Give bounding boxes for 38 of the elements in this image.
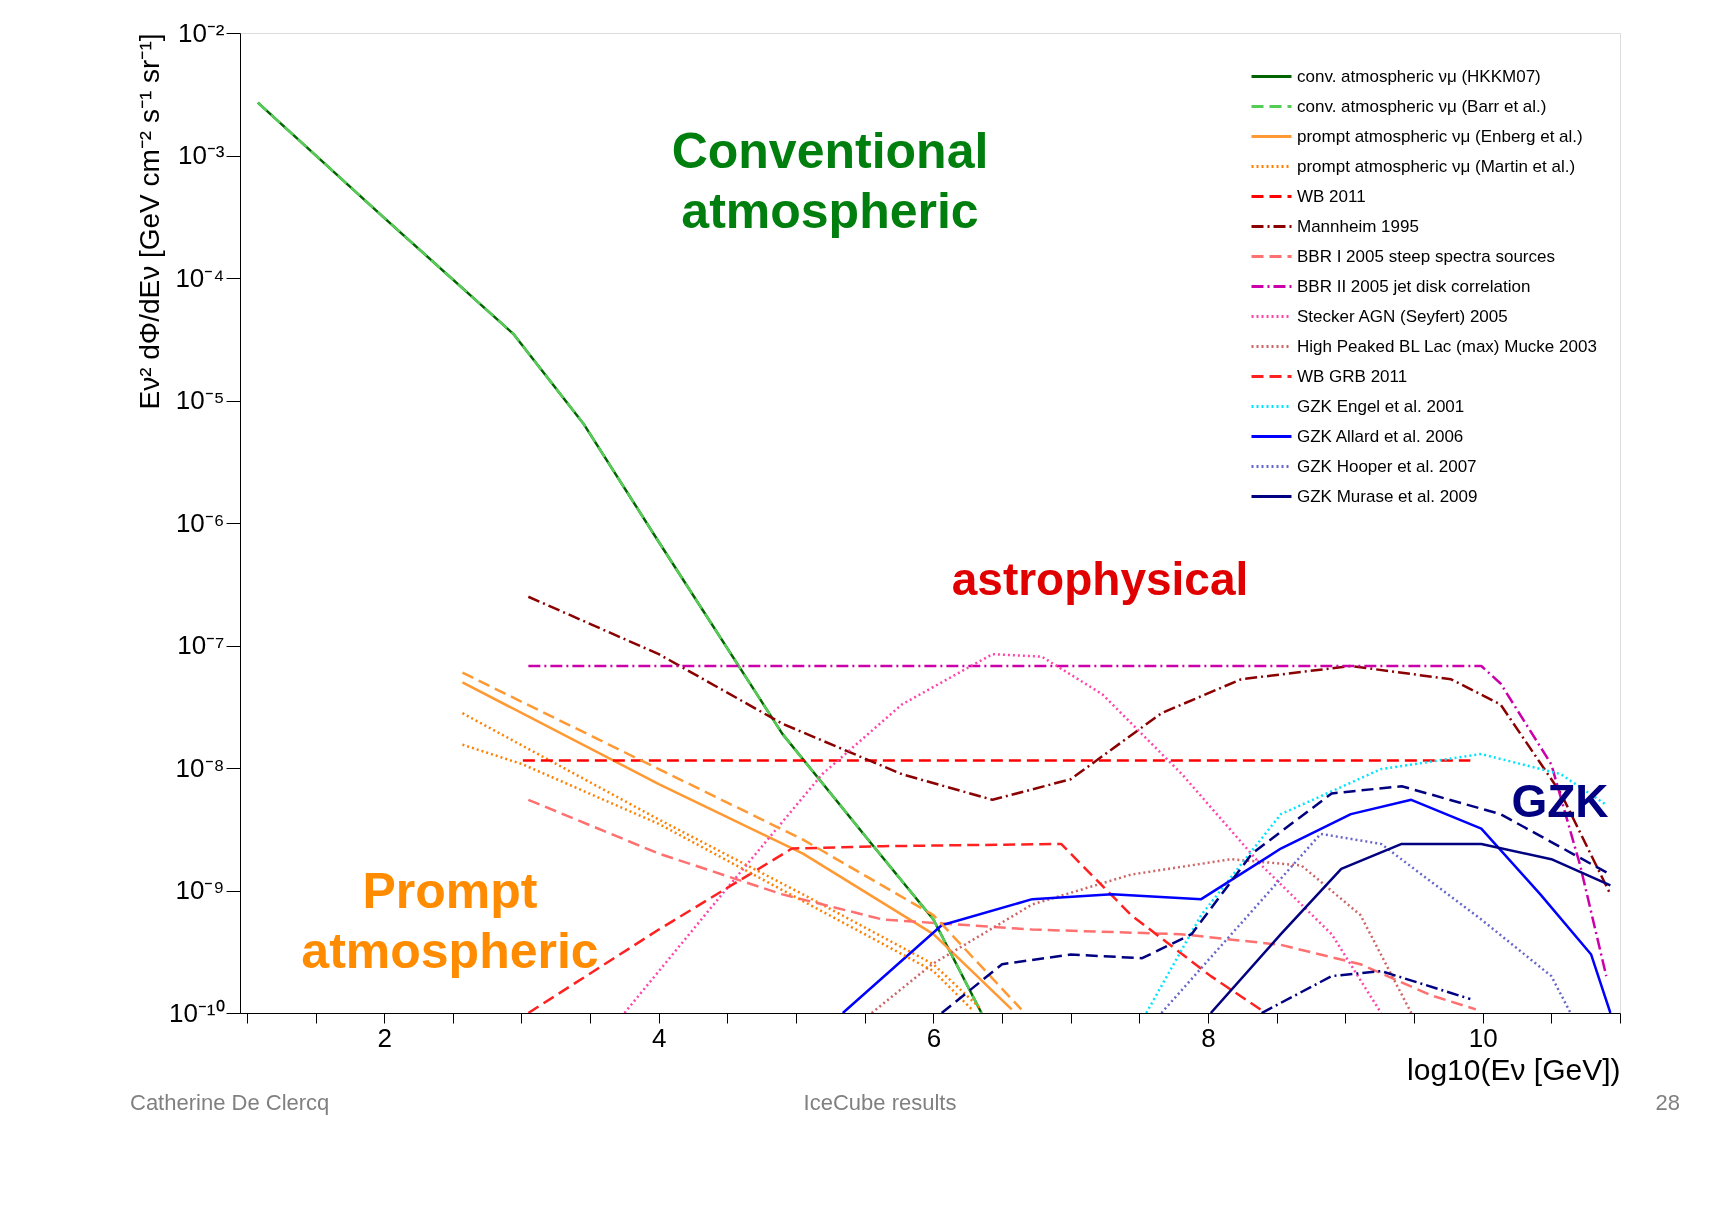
annotation: Conventional atmospheric	[671, 123, 989, 239]
text: IceCube results	[803, 1090, 957, 1115]
legend-label: Mannheim 1995	[1297, 216, 1419, 236]
legend-label: prompt atmospheric νμ (Martin et al.)	[1297, 156, 1576, 176]
legend-label: conv. atmospheric νμ (Barr et al.)	[1297, 96, 1547, 116]
legend-label: prompt atmospheric νμ (Enberg et al.)	[1297, 126, 1583, 146]
legend-label: WB GRB 2011	[1297, 366, 1408, 386]
y-tick-label: 10⁻²	[177, 17, 225, 48]
text: 28	[1655, 1090, 1680, 1115]
y-tick-label: 10⁻¹⁰	[168, 997, 225, 1028]
legend-label: BBR I 2005 steep spectra sources	[1297, 246, 1555, 266]
annotation: Prompt atmospheric	[301, 863, 599, 979]
x-tick-label: 8	[1201, 1022, 1216, 1053]
x-tick-label: 10	[1468, 1022, 1498, 1053]
y-tick-label: 10⁻³	[177, 140, 225, 170]
legend-label: GZK Allard et al. 2006	[1297, 426, 1464, 446]
legend-label: BBR II 2005 jet disk correlation	[1297, 276, 1531, 296]
y-tick-label: 10⁻⁶	[175, 507, 225, 538]
annotation: astrophysical	[951, 553, 1249, 605]
x-axis-title: log10(Eν [GeV])	[1407, 1052, 1621, 1086]
legend-label: WB 2011	[1297, 186, 1366, 206]
y-tick-label: 10⁻⁹	[175, 875, 225, 905]
legend-label: GZK Murase et al. 2009	[1297, 486, 1478, 506]
legend-label: Stecker AGN (Seyfert) 2005	[1297, 306, 1508, 326]
legend-label: conv. atmospheric νμ (HKKM07)	[1297, 66, 1541, 86]
annotation: GZK	[1511, 775, 1609, 827]
y-tick-label: 10⁻⁷	[177, 630, 225, 660]
x-tick-label: 6	[926, 1022, 942, 1053]
legend-label: GZK Hooper et al. 2007	[1297, 456, 1477, 476]
legend-label: High Peaked BL Lac (max) Mucke 2003	[1297, 336, 1597, 356]
x-tick-label: 4	[652, 1022, 667, 1053]
y-tick-label: 10⁻⁸	[175, 752, 225, 783]
y-axis-title: Eν² dΦ/dEν [GeV cm⁻² s⁻¹ sr⁻¹]	[133, 33, 165, 410]
y-tick-label: 10⁻⁴	[175, 262, 225, 293]
x-tick-label: 2	[377, 1022, 392, 1053]
legend-label: GZK Engel et al. 2001	[1297, 396, 1465, 416]
text: Catherine De Clercq	[130, 1090, 330, 1115]
y-tick-label: 10⁻⁵	[175, 385, 225, 415]
